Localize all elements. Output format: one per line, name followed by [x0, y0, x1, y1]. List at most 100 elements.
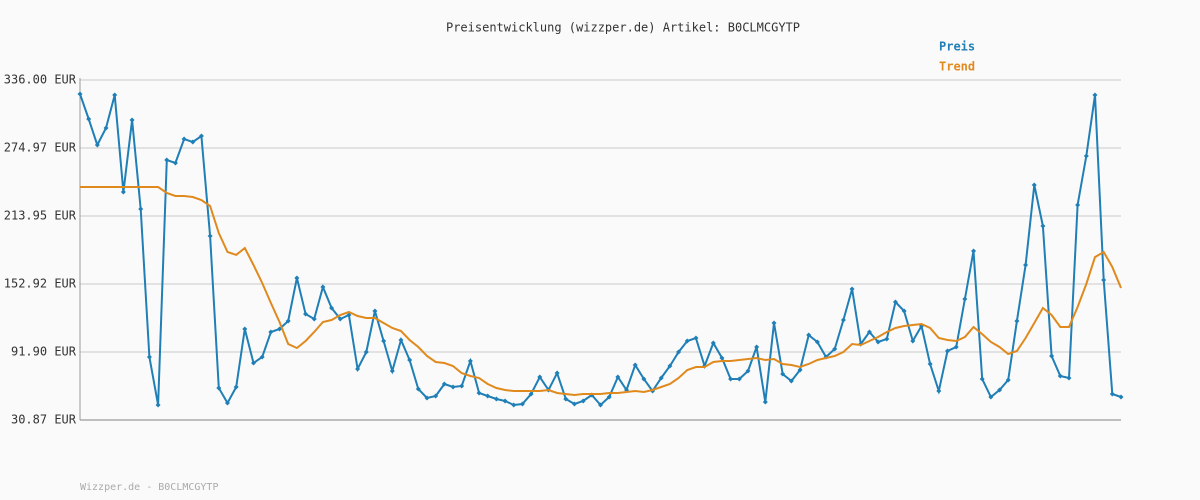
legend-entry: Trend [939, 60, 975, 74]
point-marker [641, 376, 647, 382]
point-marker [433, 393, 439, 399]
point-marker [120, 189, 126, 195]
point-marker [459, 383, 465, 389]
point-marker [233, 384, 239, 390]
point-marker [415, 386, 421, 392]
point-marker [910, 338, 916, 344]
y-tick-label: 274.97 EUR [4, 141, 77, 155]
point-marker [537, 374, 543, 380]
point-marker [754, 344, 760, 350]
point-marker [224, 400, 230, 406]
point-marker [259, 354, 265, 360]
point-marker [329, 305, 335, 311]
point-marker [216, 385, 222, 391]
point-marker [901, 308, 907, 314]
point-marker [103, 125, 109, 131]
point-marker [372, 308, 378, 314]
point-marker [172, 160, 178, 166]
point-marker [493, 396, 499, 402]
point-marker [945, 348, 950, 354]
point-marker [337, 316, 343, 322]
point-marker [502, 398, 508, 404]
point-marker [190, 139, 196, 145]
point-marker [632, 362, 638, 368]
point-marker [797, 367, 803, 373]
y-tick-label: 336.00 EUR [4, 73, 77, 87]
point-marker [788, 378, 794, 384]
point-marker [814, 339, 820, 345]
point-marker [485, 393, 491, 399]
point-marker [988, 394, 994, 400]
point-marker [1057, 373, 1063, 379]
point-marker [1049, 353, 1055, 359]
point-marker [285, 318, 291, 324]
point-marker [728, 376, 734, 382]
point-marker [1083, 153, 1089, 159]
point-marker [207, 233, 213, 239]
point-marker [146, 354, 152, 360]
y-tick-label: 91.90 EUR [11, 344, 77, 358]
point-marker [771, 320, 777, 326]
y-tick-label: 213.95 EUR [4, 208, 77, 222]
point-marker [658, 375, 664, 381]
point-marker [1075, 202, 1081, 208]
point-marker [112, 92, 118, 98]
point-marker [86, 116, 92, 122]
point-marker [528, 391, 534, 397]
point-marker [129, 117, 135, 123]
point-marker [155, 402, 161, 408]
point-marker [606, 394, 612, 400]
point-marker [580, 398, 586, 404]
point-marker [1005, 377, 1011, 383]
footer: Wizzper.de - B0CLMCGYTP [80, 482, 218, 493]
point-marker [710, 340, 716, 346]
point-marker [1109, 391, 1115, 397]
point-marker [971, 248, 977, 254]
point-marker [866, 329, 872, 335]
point-marker [1092, 92, 1098, 98]
point-marker [181, 136, 187, 142]
point-marker [407, 357, 413, 363]
point-marker [251, 360, 256, 366]
point-marker [875, 339, 881, 345]
point-marker [719, 355, 725, 361]
chart-title: Preisentwicklung (wizzper.de) Artikel: B… [446, 21, 800, 35]
y-tick-label: 30.87 EUR [11, 413, 77, 427]
point-marker [1023, 262, 1029, 268]
point-marker [519, 401, 525, 407]
point-marker [320, 284, 326, 290]
point-marker [1040, 223, 1046, 229]
point-marker [780, 371, 786, 377]
point-marker [294, 275, 300, 281]
point-marker [615, 374, 621, 380]
point-marker [389, 368, 395, 374]
point-marker [667, 363, 673, 369]
point-marker [997, 387, 1003, 393]
point-marker [1118, 394, 1124, 400]
point-marker [736, 376, 742, 382]
point-marker [806, 332, 812, 338]
point-marker [684, 338, 690, 344]
point-marker [355, 366, 361, 372]
point-marker [1031, 182, 1037, 188]
y-tick-label: 152.92 EUR [4, 277, 77, 291]
point-marker [303, 311, 309, 317]
point-marker [745, 368, 751, 374]
point-marker [164, 157, 170, 163]
point-marker [398, 337, 404, 343]
point-marker [138, 206, 144, 212]
point-marker [441, 381, 447, 387]
legend-entry: Preis [939, 40, 975, 54]
point-marker [962, 296, 968, 302]
point-marker [346, 312, 352, 318]
point-marker [1101, 277, 1107, 283]
point-marker [762, 399, 768, 405]
point-marker [242, 326, 248, 332]
point-marker [424, 395, 430, 401]
point-marker [571, 401, 577, 407]
point-marker [476, 390, 482, 396]
series-line [80, 186, 1122, 397]
point-marker [198, 133, 204, 139]
